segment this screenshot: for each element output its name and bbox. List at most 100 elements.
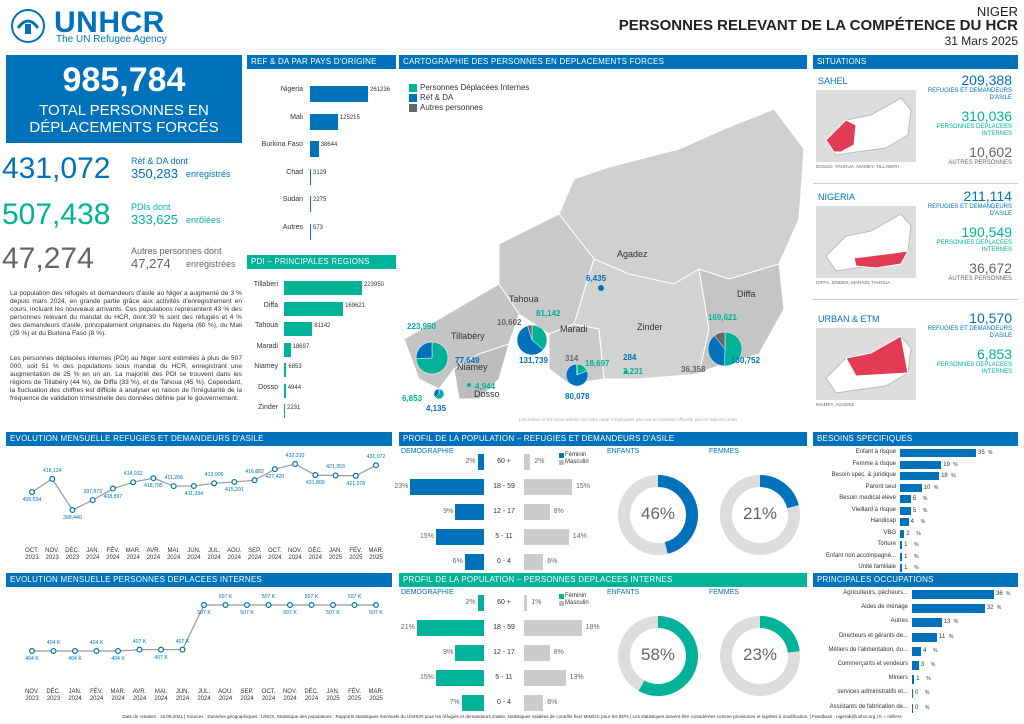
occupation-value: 1 [916,676,920,683]
occupation-unit: % [953,619,959,626]
occupation-label: Agriculteurs, pêcheurs... [843,590,908,596]
origin-header: REF & DA PAR PAYS D'ORIGINE [247,55,396,69]
pyramid-male-pct: 14% [572,533,587,540]
month-label: JUN. 2024 [187,548,201,561]
logo-wordmark: UNHCR [54,6,165,39]
month-label: FÉV. 2024 [106,548,120,561]
total-box: 985,784 TOTAL PERSONNES EN DÉPLACEMENTS … [6,55,242,143]
footer: Date de création : 15.09.2021 | Sources … [122,714,902,719]
region-label: Zinder [258,404,278,411]
besoin-label: Femme à risque [852,460,896,467]
data-point [222,602,229,609]
besoin-label: Besoin medical elevé [839,495,896,501]
besoin-unit: % [914,565,919,571]
map-value-label: 223,950 [407,322,436,331]
data-label: 416,882 [245,469,264,476]
data-point [150,475,157,482]
occupation-value: 3 [920,662,925,668]
data-point [244,602,251,609]
donut-value-label: 23% [742,645,778,664]
pyramid-female-pct: 6% [452,558,463,565]
region-bar [284,281,362,295]
data-point [373,462,380,469]
stat-value: 507,438 [2,198,111,231]
origin-label: Burkina Faso [261,141,303,148]
data-point [251,477,258,484]
stat-sub-label: enregistrés [186,169,231,179]
besoin-label: VBG [883,529,896,536]
map-value-label: 2,231 [623,367,644,376]
profile-pdi-header: PROFIL DE LA POPULATION – PERSONNES DEPL… [399,573,807,587]
data-label: 411,334 [184,490,204,497]
origin-value: 2275 [313,197,327,203]
map-value-label: 77,649 [455,356,480,365]
occupation-bar [912,590,994,599]
data-label: 431,072 [366,454,386,461]
origin-label: Sudan [282,196,303,203]
stat-sub-value: 333,625 [131,212,178,227]
month-label: AOU. 2024 [218,689,233,702]
stat-label: PDIs dont [131,202,171,212]
evo-ref-header: EVOLUTION MENSUELLE REFUGIES ET DEMANDEU… [6,432,392,446]
occupation-bar [912,675,915,685]
donut-value-arc [720,616,800,696]
pyramid-female-bar [477,595,484,611]
pyramid-age-label: 18 - 59 [493,483,515,490]
data-label: 415,201 [224,486,244,493]
pyramid-female-bar [461,695,484,711]
besoin-unit: % [922,507,928,514]
region-value: 169621 [345,302,366,309]
data-point [49,475,56,482]
data-label: 507 K [197,610,211,616]
regions-header: PDI – PRINCIPALES REGIONS [247,255,396,269]
data-label: 418,795 [144,483,163,490]
stat-sub-label: enrôlées [186,215,221,225]
pyramid-female-bar [455,504,484,520]
data-label: 507 K [347,594,362,600]
month-label: DÉC. 2024 [308,548,323,561]
occupation-value: 11 [939,633,946,640]
map-value-label: 130,752 [731,356,760,365]
occupations-header: PRINCIPALES OCCUPATIONS [813,573,1018,587]
map-region-label: Dosso [474,389,500,399]
origin-bar [310,141,319,157]
situation-highlight-region [845,335,909,377]
region-bar [284,404,285,418]
data-label: 407 K [132,638,147,645]
month-label: NOV. 2023 [24,689,40,702]
evo-pdi-header: EVOLUTION MENSUELLE PERSONNES DEPLACEES … [6,573,392,587]
map-svg [403,108,805,400]
besoin-label: Besoin spec. & juridique [831,472,896,478]
data-point [69,506,76,513]
besoin-value: 1 [904,542,908,548]
pyramid-male-pct: 13% [569,674,584,681]
month-label: MAR. 2024 [125,548,141,561]
data-label: 397,873 [83,489,103,496]
occupation-label: Commerçants et vendeurs [837,661,908,667]
month-label: JAN. 2024 [68,689,82,702]
data-point [351,602,358,609]
data-point [71,647,78,654]
donut-value-arc [618,616,698,696]
data-label: 407 K [154,654,168,661]
origin-value: 3129 [313,169,327,176]
besoin-unit: % [916,530,921,537]
pyramid-female-pct: 7% [449,699,460,706]
pyramid-female-pct: 23% [394,483,409,490]
map-pie-tahoua [516,325,544,356]
month-label: JAN. 2025 [328,548,343,561]
besoin-unit: % [953,461,958,468]
data-point [287,602,294,609]
total-value: 985,784 [62,61,186,99]
header-country: NIGER [976,4,1018,19]
month-label: JAN. 2024 [86,548,100,561]
data-label: 507 K [304,594,319,600]
region-value: 4944 [287,384,302,391]
situation-value: 10,602 [969,144,1012,160]
line-chart-svg [29,602,380,654]
map-region-label: Niamey [457,362,488,372]
situation-title: NIGERIA [818,192,856,202]
logo-subtitle: The UN Refugee Agency [56,34,167,45]
stat-value: 431,072 [2,152,111,185]
donut-title: FEMMES [709,448,739,455]
